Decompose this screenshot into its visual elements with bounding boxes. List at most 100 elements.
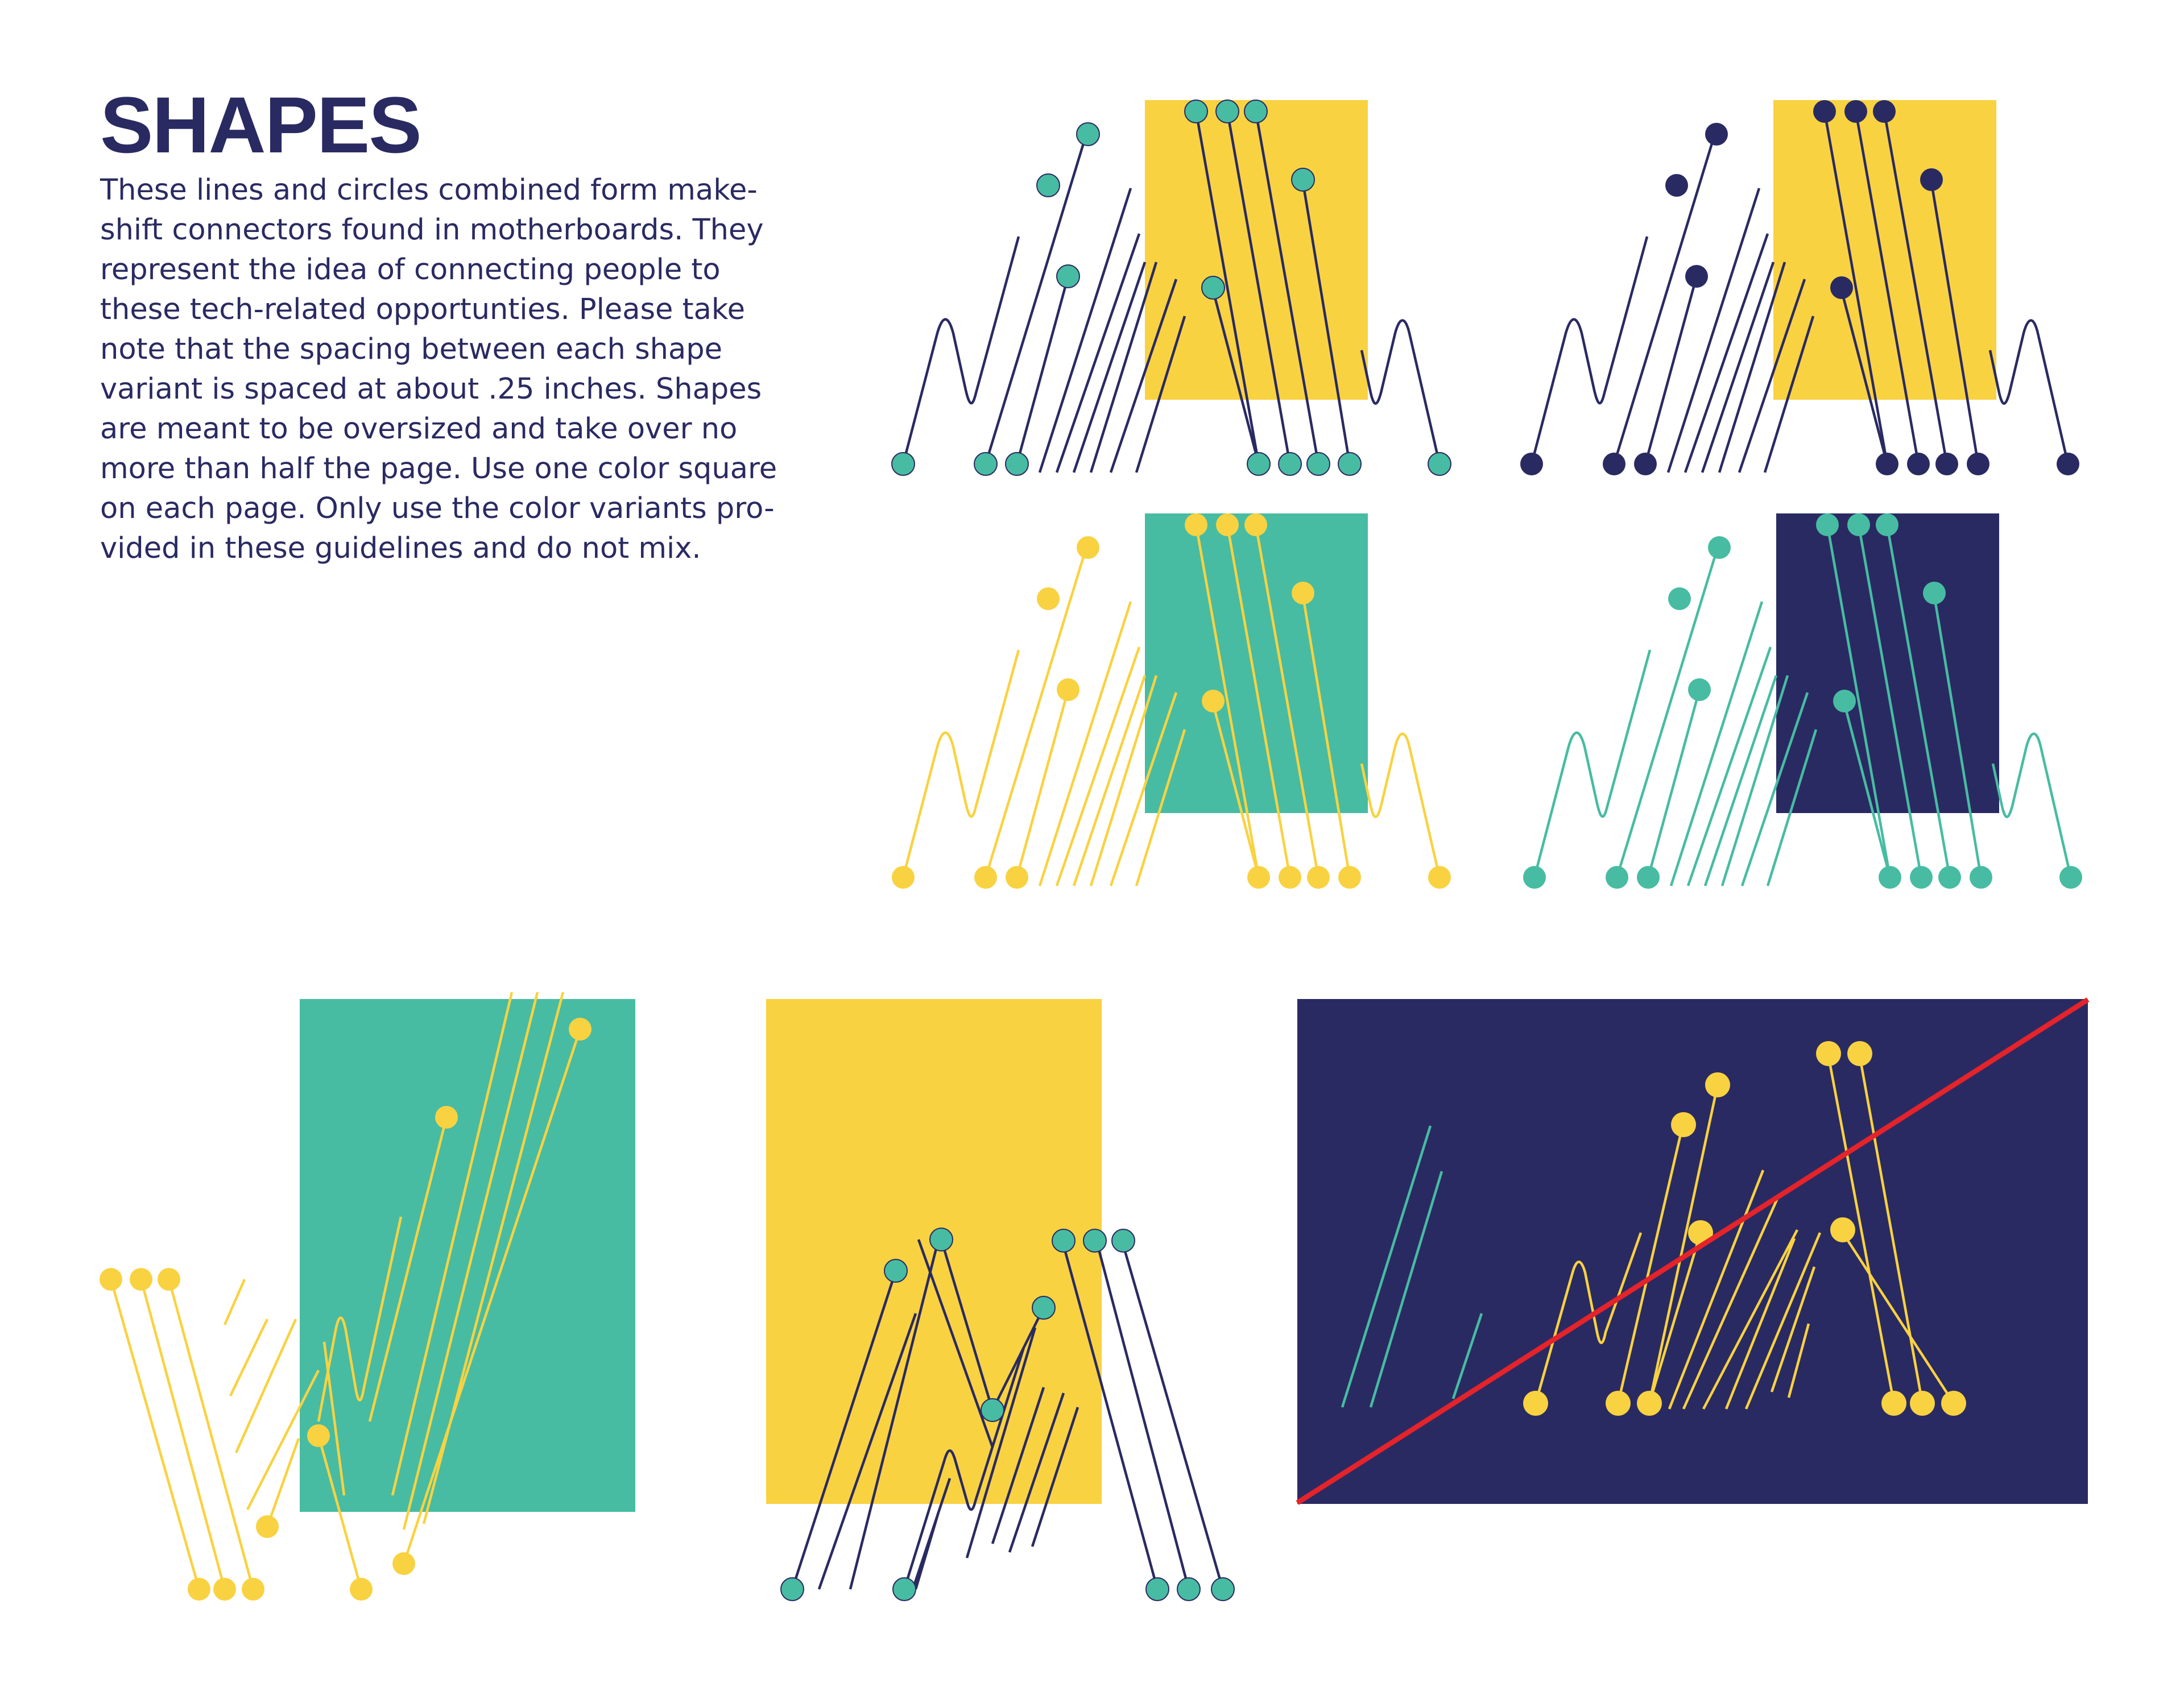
- connector-line: [791, 1270, 897, 1590]
- connector-line: [1647, 689, 1701, 878]
- connector-dot: [891, 452, 915, 476]
- accent-line: [1341, 1125, 1432, 1408]
- connector-line: [1211, 290, 1260, 465]
- connector-line: [817, 1313, 917, 1590]
- connector-dot: [1032, 1296, 1056, 1320]
- connector-dot: [1876, 513, 1898, 536]
- body-line: vided in these guidelines and do not mix…: [100, 532, 701, 565]
- connector-line: [1682, 1198, 1779, 1410]
- connector-line: [1226, 524, 1292, 878]
- color-square: [300, 999, 635, 1512]
- connector-dot: [1941, 1391, 1966, 1416]
- connector-dot: [1211, 1577, 1235, 1601]
- connector-line: [1301, 182, 1351, 465]
- body-line: more than half the page. Use one color s…: [100, 452, 777, 486]
- accent-line: [1451, 1313, 1483, 1399]
- connector-line: [1787, 1323, 1810, 1398]
- hatch-line: [1766, 729, 1818, 886]
- connector-dot: [1279, 866, 1301, 889]
- connector-line: [940, 1239, 994, 1411]
- example-incorrect-mixed-colors: [1296, 997, 2090, 1505]
- connector-line: [1615, 541, 1721, 878]
- hatch-line: [1089, 262, 1158, 473]
- connector-dot: [1428, 866, 1451, 889]
- connector-line: [1724, 1238, 1796, 1410]
- connector-dot: [1833, 690, 1856, 712]
- wave-line: [1360, 319, 1441, 465]
- connector-line: [234, 1319, 297, 1453]
- hatch-line: [1135, 729, 1186, 886]
- connector-dot: [1873, 100, 1896, 123]
- strike-through-line: [1296, 997, 2090, 1505]
- connector-line: [984, 128, 1090, 465]
- connector-line: [991, 1387, 1045, 1544]
- body-line: are meant to be oversized and take over …: [100, 412, 738, 446]
- connector-line: [1194, 524, 1260, 878]
- connector-dot: [569, 1018, 592, 1041]
- connector-dot: [1036, 173, 1060, 197]
- connector-dot: [892, 1577, 916, 1601]
- connector-line: [1301, 595, 1351, 878]
- connector-dot: [1202, 690, 1225, 712]
- connector-line: [1096, 1245, 1190, 1590]
- hatch-line: [1135, 316, 1186, 473]
- connector-line: [1122, 1245, 1225, 1590]
- connector-line: [1827, 1056, 1896, 1404]
- hatch-line: [1109, 279, 1178, 473]
- connector-dot: [1603, 453, 1625, 475]
- connector-dot: [1278, 452, 1302, 476]
- connector-dot: [1923, 582, 1946, 604]
- body-line: represent the idea of connecting people …: [100, 253, 721, 287]
- connector-dot: [242, 1578, 264, 1601]
- connector-line: [1843, 703, 1892, 878]
- connector-line: [266, 1438, 300, 1527]
- connector-dot: [1688, 678, 1711, 701]
- connector-line: [917, 1239, 994, 1448]
- connector-dot: [100, 1268, 122, 1291]
- body-line: these tech-related opportunties. Please …: [100, 293, 745, 326]
- connector-line: [402, 1029, 582, 1564]
- connector-dot: [256, 1515, 279, 1538]
- connector-dot: [1056, 264, 1080, 288]
- connector-dot: [1668, 587, 1691, 610]
- connector-line: [391, 992, 514, 1496]
- connector-dot: [1879, 866, 1901, 889]
- connector-dot: [1907, 453, 1930, 475]
- connector-dot: [1215, 100, 1239, 123]
- connector-line: [1031, 1407, 1079, 1547]
- body-line: on each page. Only use the color variant…: [100, 492, 775, 525]
- hatch-line: [1669, 601, 1764, 886]
- connector-dot: [1201, 276, 1225, 300]
- connector-line: [223, 1279, 246, 1325]
- hatch-line: [1055, 646, 1141, 886]
- connector-dot: [307, 1424, 330, 1447]
- connector-dot: [1816, 513, 1839, 536]
- wave-line: [317, 1216, 403, 1422]
- connector-dot: [1967, 453, 1989, 475]
- connector-line: [1826, 524, 1892, 878]
- hatch-line: [1701, 262, 1775, 473]
- connector-line: [1842, 1232, 1955, 1404]
- hatch-line: [1720, 675, 1789, 886]
- hatch-line: [1763, 316, 1815, 473]
- connector-dot: [1077, 536, 1099, 559]
- connector-dot: [1844, 100, 1867, 123]
- connector-dot: [1006, 866, 1028, 889]
- connector-dot: [1005, 452, 1029, 476]
- connector-line: [1226, 111, 1292, 465]
- connector-dot: [1111, 1229, 1135, 1253]
- connector-dot: [1705, 1072, 1730, 1097]
- connector-dot: [1813, 100, 1836, 123]
- connector-dot: [1052, 1229, 1076, 1253]
- connector-dot: [435, 1106, 458, 1129]
- connector-line: [1015, 276, 1070, 465]
- hatch-line: [1666, 188, 1761, 473]
- connector-line: [167, 1279, 255, 1590]
- hatch-line: [1072, 262, 1147, 473]
- connector-line: [965, 1327, 1037, 1558]
- connector-line: [1211, 703, 1260, 878]
- connector-line: [1885, 524, 1951, 878]
- connector-line: [1668, 1170, 1765, 1410]
- connector-dot: [892, 866, 915, 889]
